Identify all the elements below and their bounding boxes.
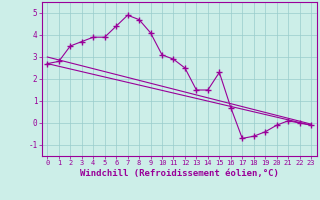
X-axis label: Windchill (Refroidissement éolien,°C): Windchill (Refroidissement éolien,°C) [80,169,279,178]
